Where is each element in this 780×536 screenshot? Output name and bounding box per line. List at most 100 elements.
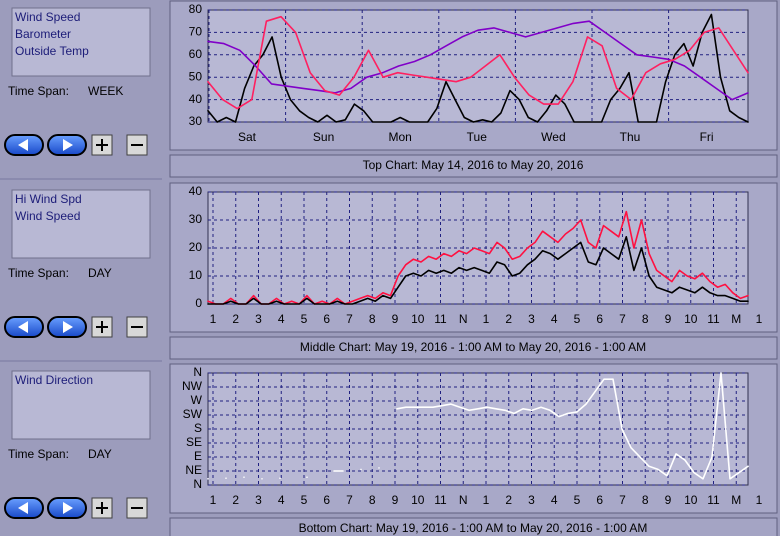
series-line bbox=[207, 15, 749, 110]
series-line bbox=[207, 372, 749, 480]
x-tick-label: 5 bbox=[301, 493, 308, 507]
x-tick-label: 6 bbox=[323, 312, 330, 326]
y-tick-label: NE bbox=[185, 463, 202, 477]
y-tick-label: 0 bbox=[195, 296, 202, 310]
x-tick-label: Fri bbox=[700, 130, 714, 144]
y-tick-label: NW bbox=[182, 379, 203, 393]
x-tick-label: 7 bbox=[619, 312, 626, 326]
y-tick-label: W bbox=[191, 393, 203, 407]
x-tick-label: 1 bbox=[483, 493, 490, 507]
x-tick-label: 6 bbox=[596, 493, 603, 507]
legend-item: Barometer bbox=[15, 27, 71, 41]
x-tick-label: M bbox=[731, 493, 741, 507]
legend-item: Hi Wind Spd bbox=[15, 192, 82, 206]
x-tick-label: 8 bbox=[369, 312, 376, 326]
series-line bbox=[207, 236, 749, 305]
legend-box bbox=[11, 370, 151, 440]
y-tick-label: S bbox=[194, 421, 202, 435]
x-tick-label: 4 bbox=[551, 312, 558, 326]
x-tick-label: Tue bbox=[467, 130, 488, 144]
x-tick-label: 10 bbox=[684, 493, 698, 507]
time-span-label: Time Span: bbox=[8, 266, 69, 280]
x-tick-label: 1 bbox=[756, 312, 763, 326]
time-span-label: Time Span: bbox=[8, 447, 69, 461]
arrow-icon bbox=[63, 321, 73, 333]
x-tick-label: 2 bbox=[505, 493, 512, 507]
x-tick-label: Wed bbox=[541, 130, 565, 144]
legend-box bbox=[11, 189, 151, 259]
y-tick-label: 40 bbox=[189, 184, 203, 198]
x-tick-label: 11 bbox=[434, 493, 447, 507]
x-tick-label: 4 bbox=[278, 312, 285, 326]
x-tick-label: 2 bbox=[232, 312, 239, 326]
x-tick-label: 8 bbox=[642, 493, 649, 507]
y-tick-label: 30 bbox=[189, 114, 203, 128]
x-tick-label: 5 bbox=[301, 312, 308, 326]
x-tick-label: 7 bbox=[346, 493, 353, 507]
series-line bbox=[207, 13, 749, 123]
x-tick-label: Sun bbox=[313, 130, 334, 144]
legend-box bbox=[11, 7, 151, 77]
y-tick-label: 70 bbox=[189, 25, 203, 39]
time-span-value: DAY bbox=[88, 447, 112, 461]
x-tick-label: 1 bbox=[210, 312, 217, 326]
y-tick-label: SE bbox=[186, 435, 202, 449]
y-tick-label: 10 bbox=[189, 268, 203, 282]
legend-item: Outside Temp bbox=[15, 44, 89, 58]
x-tick-label: 6 bbox=[323, 493, 330, 507]
legend-item: Wind Speed bbox=[15, 10, 80, 24]
x-tick-label: 8 bbox=[369, 493, 376, 507]
x-tick-label: 4 bbox=[278, 493, 285, 507]
time-span-value: WEEK bbox=[88, 84, 123, 98]
x-tick-label: N bbox=[459, 493, 468, 507]
y-tick-label: 60 bbox=[189, 47, 203, 61]
x-tick-label: 3 bbox=[255, 312, 262, 326]
caption-bar bbox=[169, 336, 778, 360]
time-span-label: Time Span: bbox=[8, 84, 69, 98]
x-tick-label: 3 bbox=[255, 493, 262, 507]
y-tick-label: N bbox=[193, 477, 202, 491]
x-tick-label: 5 bbox=[574, 312, 581, 326]
x-tick-label: 1 bbox=[483, 312, 490, 326]
legend-item: Wind Direction bbox=[15, 373, 93, 387]
caption-bar bbox=[169, 154, 778, 178]
y-tick-label: N bbox=[193, 365, 202, 379]
x-tick-label: 2 bbox=[505, 312, 512, 326]
x-tick-label: 1 bbox=[210, 493, 217, 507]
x-tick-label: 7 bbox=[346, 312, 353, 326]
x-tick-label: Thu bbox=[620, 130, 641, 144]
arrow-icon bbox=[18, 502, 28, 514]
legend-item: Wind Speed bbox=[15, 209, 80, 223]
arrow-icon bbox=[63, 502, 73, 514]
x-tick-label: 5 bbox=[574, 493, 581, 507]
y-tick-label: SW bbox=[183, 407, 203, 421]
y-tick-label: 40 bbox=[189, 92, 203, 106]
caption: Top Chart: May 14, 2016 to May 20, 2016 bbox=[363, 158, 584, 172]
x-tick-label: Mon bbox=[389, 130, 412, 144]
x-tick-label: 11 bbox=[434, 312, 447, 326]
x-tick-label: 11 bbox=[707, 493, 720, 507]
y-tick-label: 20 bbox=[189, 240, 203, 254]
x-tick-label: 1 bbox=[756, 493, 763, 507]
x-tick-label: N bbox=[459, 312, 468, 326]
x-tick-label: 4 bbox=[551, 493, 558, 507]
caption: Bottom Chart: May 19, 2016 - 1:00 AM to … bbox=[299, 521, 648, 535]
plot-area bbox=[207, 9, 749, 123]
caption-bar bbox=[169, 517, 778, 536]
series-line bbox=[207, 20, 749, 101]
x-tick-label: 11 bbox=[707, 312, 720, 326]
y-tick-label: E bbox=[194, 449, 202, 463]
x-tick-label: 9 bbox=[665, 493, 672, 507]
x-tick-label: M bbox=[731, 312, 741, 326]
time-span-value: DAY bbox=[88, 266, 112, 280]
y-tick-label: 80 bbox=[189, 2, 203, 16]
x-tick-label: 3 bbox=[528, 312, 535, 326]
x-tick-label: 9 bbox=[665, 312, 672, 326]
y-tick-label: 50 bbox=[189, 69, 203, 83]
y-tick-label: 30 bbox=[189, 212, 203, 226]
caption: Middle Chart: May 19, 2016 - 1:00 AM to … bbox=[300, 340, 646, 354]
x-tick-label: 2 bbox=[232, 493, 239, 507]
arrow-icon bbox=[63, 139, 73, 151]
x-tick-label: Sat bbox=[238, 130, 257, 144]
